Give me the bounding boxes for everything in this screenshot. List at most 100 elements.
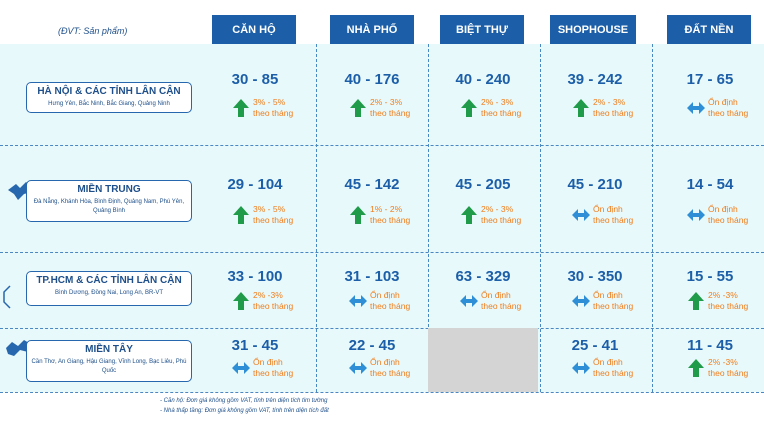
trend-note-change: 2% - 3% [370, 97, 403, 107]
trend-note-change: Ổn định [593, 204, 623, 214]
trend-note-change: 2% - 3% [593, 97, 626, 107]
trend-note-period: theo tháng [253, 215, 294, 225]
price-range-value: 31 - 103 [344, 268, 400, 285]
region-name: HÀ NỘI & CÁC TỈNH LÂN CẬN [37, 86, 181, 97]
price-range-value: 30 - 85 [231, 71, 279, 88]
trend-note-period: theo tháng [593, 108, 634, 118]
trend-note: 2% - 3% theo tháng [370, 97, 410, 119]
arrow-left-right-icon [349, 362, 367, 374]
price-range-value: 40 - 176 [344, 71, 400, 88]
region-name: MIỀN TÂY [85, 344, 133, 355]
trend-note-period: theo tháng [593, 368, 634, 378]
region-provinces: Bình Dương, Đồng Nai, Long An, BR-VT [54, 290, 163, 296]
trend-note-period: theo tháng [370, 301, 411, 311]
trend-note-period: theo tháng [708, 108, 749, 118]
trend-note-change: 2% -3% [708, 357, 738, 367]
price-range-value: 11 - 45 [687, 337, 733, 354]
column-header-biet-thu: BIỆT THỰ [440, 15, 524, 44]
trend-note-change: Ổn định [481, 290, 511, 300]
price-range-value: 45 - 205 [455, 176, 511, 193]
row-separator [0, 392, 764, 393]
trend-note-change: Ổn định [370, 290, 400, 300]
trend-note-change: Ổn định [708, 204, 738, 214]
arrow-up-icon [461, 206, 477, 224]
arrow-up-icon [233, 99, 249, 117]
region-provinces: Cần Thơ, An Giang, Hậu Giang, Vĩnh Long,… [31, 359, 187, 374]
trend-note-period: theo tháng [708, 215, 749, 225]
price-range-value: 30 - 350 [567, 268, 623, 285]
trend-note-change: Ổn định [370, 357, 400, 367]
arrow-left-right-icon [349, 295, 367, 307]
trend-note: 1% - 2% theo tháng [370, 204, 410, 226]
trend-note-change: 1% - 2% [370, 204, 403, 214]
arrow-left-right-icon [687, 102, 705, 114]
price-range-value: 63 - 329 [455, 268, 511, 285]
arrow-left-right-icon [460, 295, 478, 307]
region-provinces: Hưng Yên, Bắc Ninh, Bắc Giang, Quảng Nin… [48, 101, 170, 107]
row-separator [0, 252, 764, 253]
column-separator [540, 44, 541, 392]
trend-note-period: theo tháng [593, 301, 634, 311]
price-range-value: 29 - 104 [227, 176, 283, 193]
trend-note-period: theo tháng [253, 301, 294, 311]
price-range-value: 40 - 240 [455, 71, 511, 88]
region-label-box: TP.HCM & CÁC TỈNH LÂN CẬN Bình Dương, Đồn… [26, 271, 192, 306]
trend-note-period: theo tháng [253, 108, 294, 118]
empty-cell [428, 328, 538, 392]
column-separator [428, 44, 429, 392]
arrow-left-right-icon [572, 209, 590, 221]
trend-note-period: theo tháng [370, 215, 411, 225]
trend-note: Ổn định theo tháng [708, 97, 748, 119]
trend-note-change: 2% - 3% [481, 97, 514, 107]
price-range-value: 45 - 210 [567, 176, 623, 193]
footnote: - Nhà thấp tầng: Đơn giá không gồm VAT, … [160, 408, 329, 414]
price-range-value: 14 - 54 [686, 176, 734, 193]
trend-note-change: Ổn định [253, 357, 283, 367]
trend-note-change: 2% -3% [708, 290, 738, 300]
trend-note-period: theo tháng [708, 368, 749, 378]
column-header-shophouse: SHOPHOUSE [550, 15, 636, 44]
price-range-value: 22 - 45 [348, 337, 396, 354]
trend-note-change: Ổn định [708, 97, 738, 107]
arrow-up-icon [573, 99, 589, 117]
arrow-left-right-icon [572, 295, 590, 307]
row-separator [0, 328, 764, 329]
trend-note: 2% - 3% theo tháng [481, 97, 521, 119]
trend-note-change: Ổn định [593, 290, 623, 300]
trend-note: Ổn định theo tháng [370, 290, 410, 312]
trend-note-period: theo tháng [593, 215, 634, 225]
trend-note: Ổn định theo tháng [593, 290, 633, 312]
region-name: MIỀN TRUNG [77, 184, 141, 195]
arrow-left-right-icon [232, 362, 250, 374]
column-separator [652, 44, 653, 392]
trend-note-period: theo tháng [481, 301, 522, 311]
arrow-up-icon [233, 292, 249, 310]
price-range-value: 31 - 45 [231, 337, 279, 354]
trend-note: Ổn định theo tháng [370, 357, 410, 379]
trend-note: 2% - 3% theo tháng [481, 204, 521, 226]
trend-note-change: Ổn định [593, 357, 623, 367]
trend-note-period: theo tháng [481, 108, 522, 118]
arrow-left-right-icon [572, 362, 590, 374]
trend-note-period: theo tháng [708, 301, 749, 311]
arrow-up-icon [688, 359, 704, 377]
trend-note: 2% -3% theo tháng [253, 290, 293, 312]
region-name: TP.HCM & CÁC TỈNH LÂN CẬN [36, 275, 182, 286]
unit-label: (ĐVT: Sản phẩm) [58, 26, 128, 36]
trend-note: 2% -3% theo tháng [708, 357, 748, 379]
price-range-value: 33 - 100 [227, 268, 283, 285]
region-label-box: MIỀN TÂY Cần Thơ, An Giang, Hậu Giang, Vĩ… [26, 340, 192, 382]
trend-note: 2% -3% theo tháng [708, 290, 748, 312]
trend-note-period: theo tháng [370, 368, 411, 378]
arrow-up-icon [461, 99, 477, 117]
trend-note: 3% - 5% theo tháng [253, 204, 293, 226]
trend-note: 2% - 3% theo tháng [593, 97, 633, 119]
arrow-left-right-icon [687, 209, 705, 221]
column-header-nha-pho: NHÀ PHỐ [330, 15, 414, 44]
trend-note-period: theo tháng [481, 215, 522, 225]
price-range-value: 25 - 41 [571, 337, 619, 354]
arrow-up-icon [350, 206, 366, 224]
arrow-up-icon [233, 206, 249, 224]
region-label-box: HÀ NỘI & CÁC TỈNH LÂN CẬN Hưng Yên, Bắc N… [26, 82, 192, 113]
trend-note: Ổn định theo tháng [708, 204, 748, 226]
